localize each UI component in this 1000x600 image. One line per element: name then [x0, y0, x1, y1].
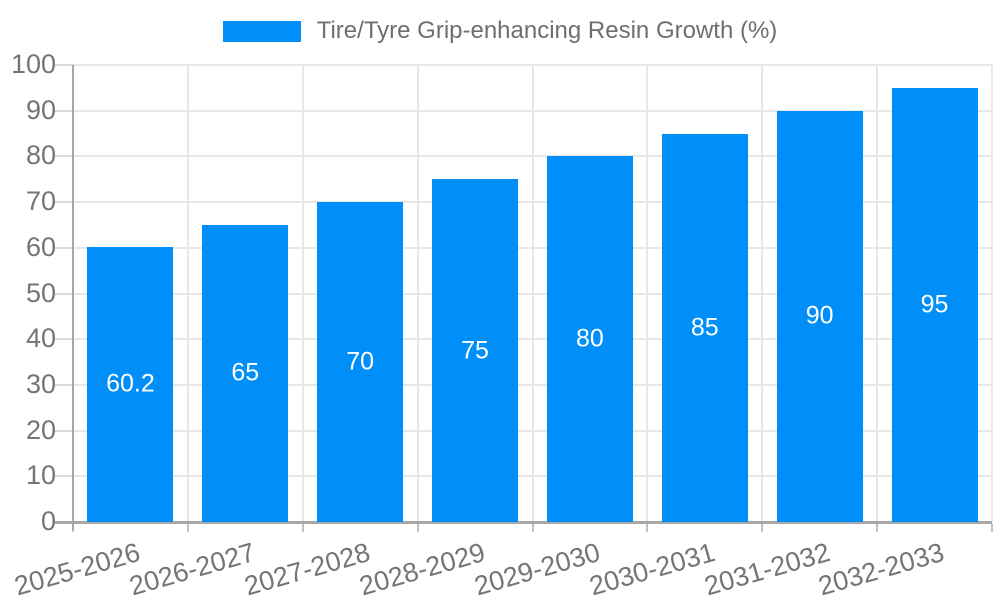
x-axis-label: 2030-2031 [585, 537, 719, 600]
y-axis-label: 30 [25, 368, 56, 399]
x-gridline [991, 65, 993, 522]
bar-value-label: 65 [231, 358, 260, 387]
bar-value-label: 95 [920, 290, 949, 319]
x-axis-label: 2025-2026 [11, 537, 144, 600]
legend-item[interactable]: Tire/Tyre Grip-enhancing Resin Growth (%… [222, 17, 778, 45]
x-gridline [531, 65, 534, 522]
x-gridline [301, 65, 304, 522]
x-axis-label: 2029-2030 [470, 537, 604, 600]
y-tick [55, 292, 73, 295]
y-tick [55, 109, 73, 112]
bar-value-label: 90 [805, 301, 834, 330]
y-axis-label: 40 [25, 323, 56, 354]
x-axis-label: 2028-2029 [355, 537, 489, 600]
x-axis-label: 2026-2027 [126, 537, 259, 600]
bar[interactable] [661, 133, 748, 522]
y-axis-label: 100 [10, 48, 56, 79]
x-tick [646, 524, 649, 532]
legend-label: Tire/Tyre Grip-enhancing Resin Growth (%… [316, 17, 778, 44]
bar[interactable] [776, 110, 863, 522]
bar[interactable] [317, 202, 404, 522]
x-axis-label: 2031-2032 [700, 537, 833, 600]
y-axis-label: 70 [25, 185, 56, 216]
y-axis-label: 80 [25, 140, 56, 171]
x-gridline [186, 65, 189, 522]
x-tick [301, 524, 304, 532]
x-gridline [646, 65, 649, 522]
bar[interactable] [87, 246, 174, 522]
y-tick [55, 64, 73, 66]
y-tick [55, 429, 73, 432]
x-gridline [761, 65, 764, 522]
legend: Tire/Tyre Grip-enhancing Resin Growth (%… [0, 17, 1000, 45]
x-tick [876, 524, 879, 532]
x-tick [416, 524, 419, 532]
y-tick [55, 201, 73, 204]
y-axis-label: 90 [25, 94, 56, 125]
bar[interactable] [432, 179, 519, 522]
bar[interactable] [202, 224, 289, 522]
y-axis-label: 50 [25, 277, 56, 308]
y-tick [55, 383, 73, 386]
x-tick [761, 524, 764, 532]
y-tick [55, 338, 73, 341]
bar-value-label: 75 [461, 336, 489, 365]
x-tick [991, 524, 993, 532]
y-tick [55, 475, 73, 478]
y-tick [55, 246, 73, 249]
bar-value-label: 80 [576, 324, 604, 353]
bar[interactable] [891, 87, 978, 522]
bar-value-label: 70 [346, 347, 375, 376]
y-tick [55, 155, 73, 158]
x-axis-label: 2032-2033 [815, 537, 948, 600]
legend-swatch-icon [222, 20, 301, 42]
y-axis-label: 20 [25, 414, 56, 445]
bar[interactable] [546, 156, 633, 522]
y-axis-label: 0 [40, 505, 56, 536]
x-tick [186, 524, 189, 532]
x-gridline [876, 65, 879, 522]
x-tick [531, 524, 534, 532]
bar-value-label: 85 [690, 313, 719, 342]
y-axis-label: 60 [25, 231, 56, 262]
x-gridline [416, 65, 419, 522]
bar-value-label: 60.2 [106, 369, 155, 398]
y-axis-label: 10 [25, 460, 56, 491]
y-axis-line [72, 65, 74, 530]
x-axis-line [55, 521, 992, 524]
x-axis-label: 2027-2028 [241, 537, 374, 600]
